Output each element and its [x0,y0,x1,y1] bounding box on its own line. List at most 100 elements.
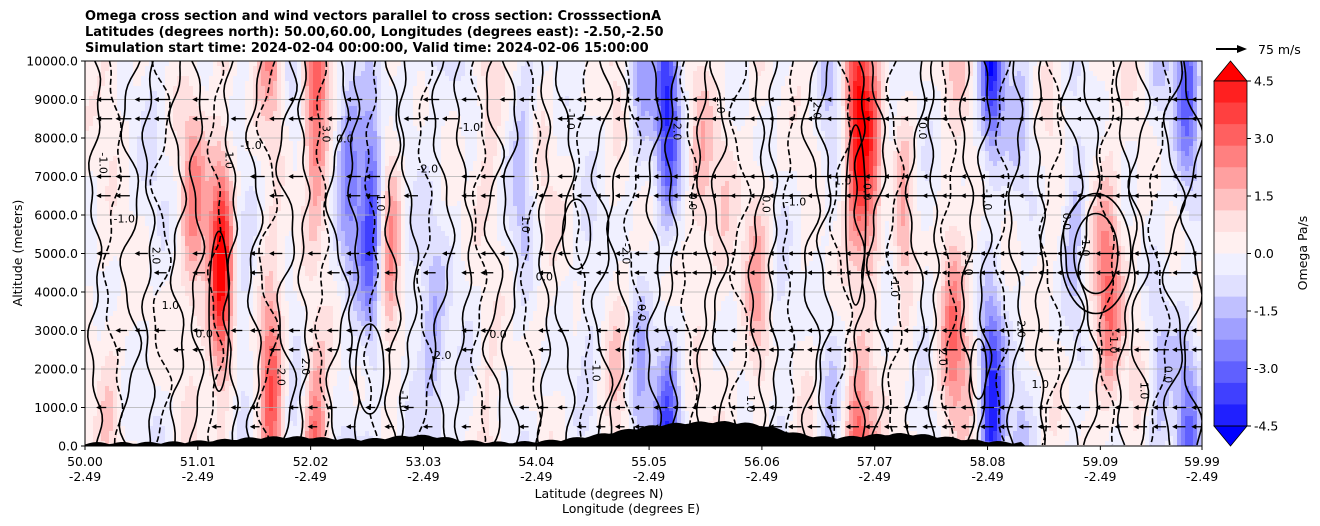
omega-field-cell [185,256,190,262]
omega-field-cell [149,221,154,227]
omega-field-cell [177,361,182,367]
omega-field-cell [133,351,138,357]
omega-field-cell [177,426,182,432]
omega-field-cell [177,411,182,417]
omega-field-cell [185,141,190,147]
omega-field-cell [145,126,150,132]
omega-field-cell [173,66,178,72]
omega-field-cell [137,241,142,247]
omega-field-cell [161,66,166,72]
omega-field-cell [201,346,206,352]
omega-field-cell [193,316,198,322]
omega-field-cell [125,71,130,77]
omega-field-cell [117,201,122,207]
omega-field-cell [165,171,170,177]
omega-field-cell [101,361,106,367]
omega-field-cell [93,341,98,347]
omega-field-cell [105,81,110,87]
omega-field-cell [133,281,138,287]
omega-field-cell [177,421,182,427]
omega-field-cell [133,416,138,422]
omega-field-cell [113,231,118,237]
omega-field-cell [137,386,142,392]
omega-field-cell [193,286,198,292]
omega-field-cell [109,181,114,187]
omega-field-cell [197,281,202,287]
omega-field-cell [193,236,198,242]
omega-field-cell [149,141,154,147]
omega-field-cell [165,321,170,327]
omega-field-cell [117,206,122,212]
omega-field-cell [113,276,118,282]
omega-field-cell [137,321,142,327]
omega-field-cell [129,421,134,427]
omega-field-cell [117,296,122,302]
omega-field-cell [157,231,162,237]
omega-field-cell [105,341,110,347]
omega-field-cell [125,421,130,427]
omega-field-cell [109,146,114,152]
omega-field-cell [105,136,110,142]
omega-field-cell [109,106,114,112]
omega-field-cell [157,316,162,322]
omega-field-cell [129,241,134,247]
omega-field-cell [185,181,190,187]
omega-field-cell [157,406,162,412]
omega-field-cell [93,131,98,137]
omega-field-cell [177,261,182,267]
omega-field-cell [105,426,110,432]
omega-field-cell [97,371,102,377]
omega-field-cell [121,151,126,157]
omega-field-cell [89,336,94,342]
omega-field-cell [145,81,150,87]
omega-field-cell [133,181,138,187]
omega-field-cell [189,86,194,92]
omega-field-cell [177,126,182,132]
omega-field-cell [89,101,94,107]
omega-field-cell [105,266,110,272]
omega-field-cell [101,321,106,327]
omega-field-cell [177,281,182,287]
omega-field-cell [125,206,130,212]
omega-field-cell [113,206,118,212]
omega-field-cell [109,296,114,302]
omega-field-cell [169,191,174,197]
omega-field-cell [85,301,90,307]
omega-field-cell [193,261,198,267]
omega-field-cell [161,206,166,212]
omega-field-cell [185,396,190,402]
omega-field-cell [133,311,138,317]
omega-field-cell [201,311,206,317]
omega-field-cell [173,81,178,87]
omega-field-cell [109,276,114,282]
omega-field-cell [185,226,190,232]
omega-field-cell [169,61,174,67]
omega-field-cell [141,361,146,367]
omega-field-cell [181,116,186,122]
omega-field-cell [189,81,194,87]
omega-field-cell [153,111,158,117]
omega-field-cell [85,86,90,92]
omega-field-cell [121,236,126,242]
omega-field-cell [177,226,182,232]
omega-field-cell [165,226,170,232]
omega-field-cell [105,396,110,402]
omega-field-cell [101,331,106,337]
omega-field-cell [113,86,118,92]
omega-field-cell [85,431,90,437]
omega-field-cell [85,151,90,157]
omega-field-cell [181,241,186,247]
omega-field-cell [181,286,186,292]
omega-field-cell [181,106,186,112]
omega-field-cell [125,341,130,347]
omega-field-cell [173,351,178,357]
omega-field-cell [89,131,94,137]
omega-field-cell [117,231,122,237]
omega-field-cell [109,321,114,327]
omega-field-cell [105,131,110,137]
omega-field-cell [149,361,154,367]
omega-field-cell [177,316,182,322]
omega-field-cell [145,91,150,97]
omega-field-cell [85,141,90,147]
omega-field-cell [85,361,90,367]
